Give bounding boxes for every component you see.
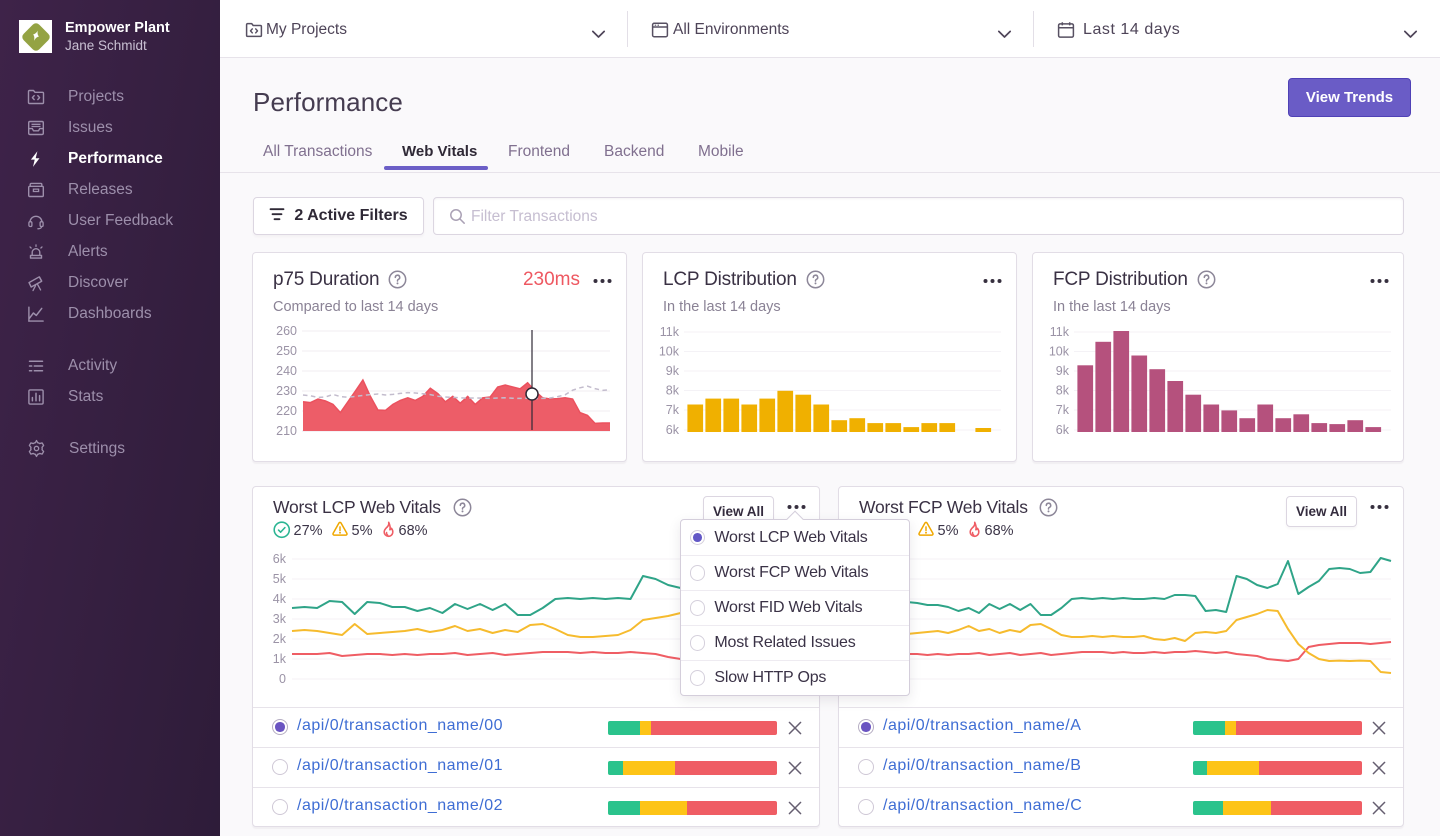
svg-text:2k: 2k: [273, 632, 287, 646]
svg-text:4k: 4k: [273, 592, 287, 606]
svg-text:11k: 11k: [660, 325, 680, 339]
svg-text:9k: 9k: [1056, 364, 1070, 378]
svg-text:8k: 8k: [1056, 384, 1070, 398]
svg-text:230: 230: [276, 384, 297, 398]
svg-text:240: 240: [276, 364, 297, 378]
svg-text:7k: 7k: [1056, 403, 1070, 417]
svg-text:6k: 6k: [666, 423, 680, 437]
svg-text:6k: 6k: [273, 552, 287, 566]
svg-text:7k: 7k: [666, 403, 680, 417]
svg-text:1k: 1k: [273, 652, 287, 666]
svg-text:220: 220: [276, 404, 297, 418]
svg-text:3k: 3k: [273, 612, 287, 626]
svg-text:210: 210: [276, 424, 297, 438]
svg-text:10k: 10k: [1049, 345, 1070, 359]
svg-text:9k: 9k: [666, 364, 680, 378]
svg-text:8k: 8k: [666, 384, 680, 398]
svg-text:0: 0: [279, 672, 286, 686]
svg-text:5k: 5k: [273, 572, 287, 586]
svg-text:250: 250: [276, 344, 297, 358]
svg-text:6k: 6k: [1056, 423, 1070, 437]
svg-text:10k: 10k: [659, 345, 680, 359]
svg-text:11k: 11k: [1050, 325, 1070, 339]
svg-text:260: 260: [276, 324, 297, 338]
